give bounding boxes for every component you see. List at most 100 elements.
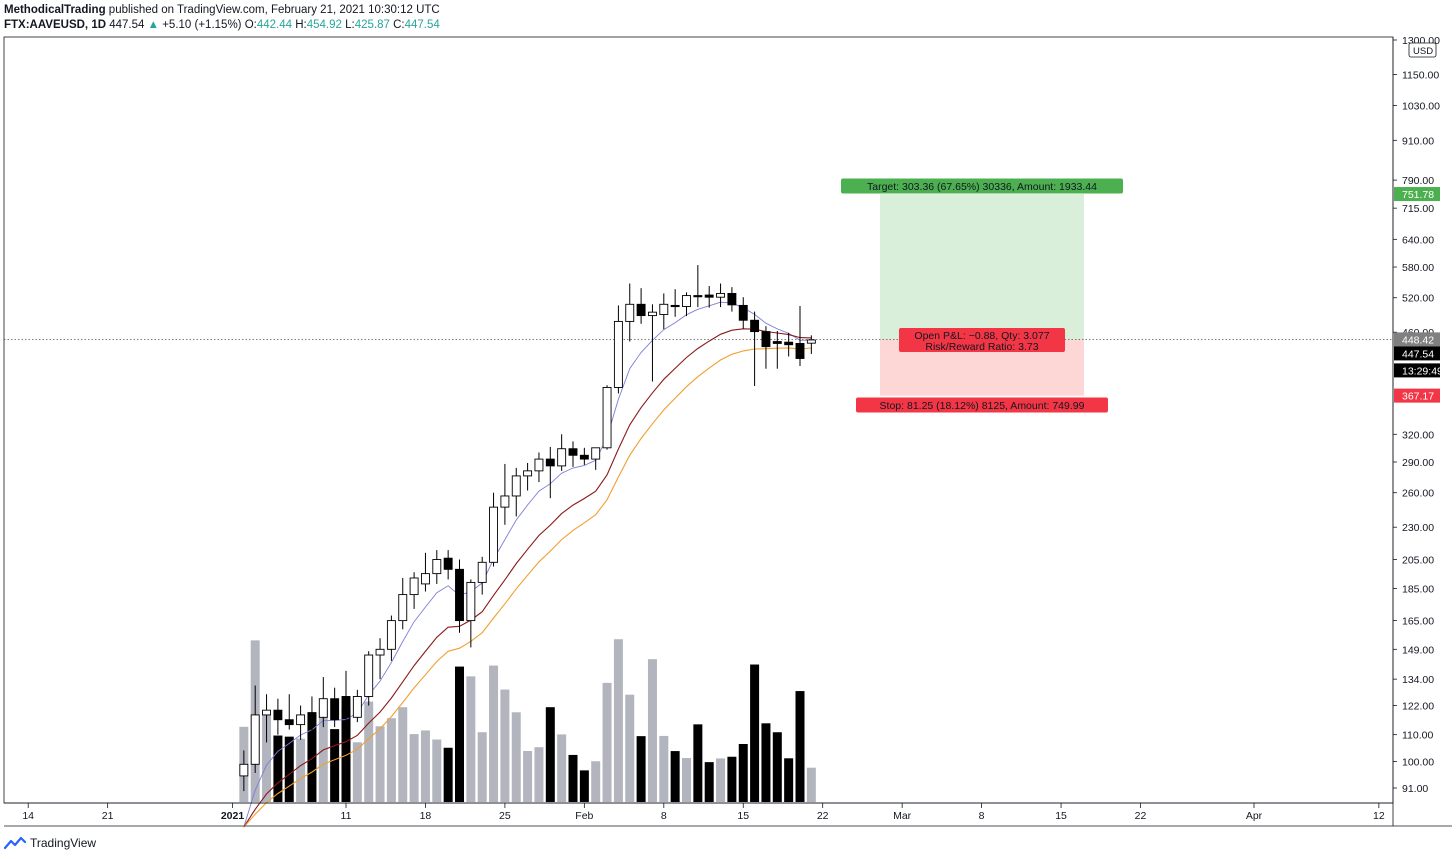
time-axis[interactable]: 14 21 2021 11 18 25 Feb 8 15 22 Mar 8 15 22 Apr 12: [22, 803, 1385, 822]
price-axis[interactable]: 1300.001150.001030.00910.00790.00715.006…: [1393, 35, 1443, 795]
target-price-tag: [1394, 187, 1440, 202]
candle-body: [806, 339, 816, 344]
candle-body: [591, 447, 601, 460]
stop-label-box: [856, 397, 1108, 413]
candle-body: [602, 386, 612, 449]
volume-bar: [625, 694, 635, 802]
currency-label: USD: [1413, 46, 1433, 57]
volume-bar: [432, 739, 442, 802]
candle-body: [750, 319, 760, 333]
countdown-tag: [1394, 363, 1440, 378]
symbol-label[interactable]: FTX:AAVEUSD, 1D: [4, 19, 107, 31]
volume-bar: [534, 747, 544, 802]
tradingview-brand[interactable]: TradingView: [30, 836, 97, 850]
volume-bar: [296, 738, 306, 802]
volume-bar: [330, 729, 340, 802]
candle-body: [636, 303, 646, 317]
price-tick-label: 640.00: [1402, 234, 1434, 246]
time-tick-label: Apr: [1246, 810, 1263, 822]
candle-body: [500, 495, 510, 508]
last-price: 447.54: [109, 19, 145, 31]
candle-body: [579, 454, 589, 460]
volume-bar: [613, 639, 623, 802]
volume-bar: [772, 732, 782, 802]
candle-body: [557, 448, 567, 467]
candle-body: [284, 719, 294, 726]
time-tick-label: 11: [341, 810, 352, 822]
last-price-text: 447.54: [1402, 348, 1434, 360]
candle-body: [545, 458, 555, 467]
entry-price-text: 448.42: [1402, 334, 1434, 346]
countdown-text: 13:29:49: [1402, 365, 1443, 377]
volume-bar: [670, 751, 680, 802]
volume-bar: [398, 707, 408, 802]
volume-bar: [750, 664, 760, 802]
candle-body: [795, 342, 805, 359]
candle-body: [670, 304, 680, 308]
volume-bar: [409, 734, 419, 802]
candle-body: [784, 341, 794, 346]
volume-bar: [704, 762, 714, 802]
time-tick-label: 8: [661, 810, 667, 822]
volume-bar: [591, 761, 601, 802]
time-tick-label: Mar: [893, 810, 912, 822]
moving-averages: [243, 301, 812, 828]
stop-label-text: Stop: 81.25 (18.12%) 8125, Amount: 749.9…: [880, 400, 1085, 412]
open-label: O:: [244, 19, 257, 31]
price-tick-label: 110.00: [1402, 730, 1433, 742]
volume-bar: [307, 712, 317, 802]
volume-bar: [466, 676, 476, 802]
candle-body: [523, 470, 533, 477]
candle-body: [568, 448, 578, 456]
candle-body: [307, 714, 317, 718]
candle-body: [386, 620, 396, 650]
candle-body: [341, 696, 351, 718]
price-tick-label: 122.00: [1402, 701, 1434, 713]
low-value: 425.87: [354, 19, 390, 31]
price-tick-label: 320.00: [1402, 429, 1434, 441]
candle-body: [352, 696, 362, 718]
volume-bar: [341, 707, 351, 802]
volume-bar: [262, 712, 272, 802]
volume-bar: [500, 689, 510, 802]
candle-body: [432, 559, 442, 575]
candle-body: [693, 295, 703, 298]
time-tick-label: 2021: [221, 810, 245, 822]
risk-reward-text: Risk/Reward Ratio: 3.73: [925, 341, 1038, 353]
time-tick-label: 22: [1135, 810, 1147, 822]
time-tick-label: Feb: [575, 810, 593, 822]
author-name[interactable]: MethodicalTrading: [4, 4, 106, 16]
close-label: C:: [393, 19, 405, 31]
volume-bar: [795, 691, 805, 802]
ohlc-line: FTX:AAVEUSD, 1D 447.54 ▲ +5.10 (+1.15%) …: [4, 18, 440, 33]
candle-body: [250, 714, 260, 765]
volume-bar: [557, 734, 567, 802]
volume-bar: [659, 735, 669, 802]
volume-bar: [784, 758, 794, 802]
price-tick-label: 165.00: [1402, 616, 1434, 628]
tradingview-logo-icon[interactable]: [4, 836, 26, 850]
volume-bar: [579, 770, 589, 802]
candle-body: [511, 475, 521, 497]
volume-bar: [636, 736, 646, 802]
time-tick-label: 15: [1055, 810, 1067, 822]
volume-bar: [420, 730, 430, 802]
candle-body: [613, 320, 623, 388]
time-tick-label: 18: [420, 810, 432, 822]
candle-body: [273, 709, 283, 721]
volume-bar: [284, 736, 294, 802]
candle-body: [421, 573, 430, 585]
high-value: 454.92: [306, 19, 342, 31]
volume-bar: [443, 747, 453, 802]
plot-border: [3, 36, 1394, 804]
entry-price-tag: [1394, 332, 1440, 347]
volume-bar: [375, 726, 385, 802]
chart-header: MethodicalTrading published on TradingVi…: [4, 3, 440, 33]
candle-body: [318, 698, 328, 718]
footer: TradingView: [4, 836, 96, 850]
stop-price-text: 367.17: [1402, 391, 1434, 403]
currency-badge: [1408, 42, 1437, 58]
price-tick-label: 715.00: [1402, 203, 1434, 215]
volume-bar: [761, 723, 771, 802]
